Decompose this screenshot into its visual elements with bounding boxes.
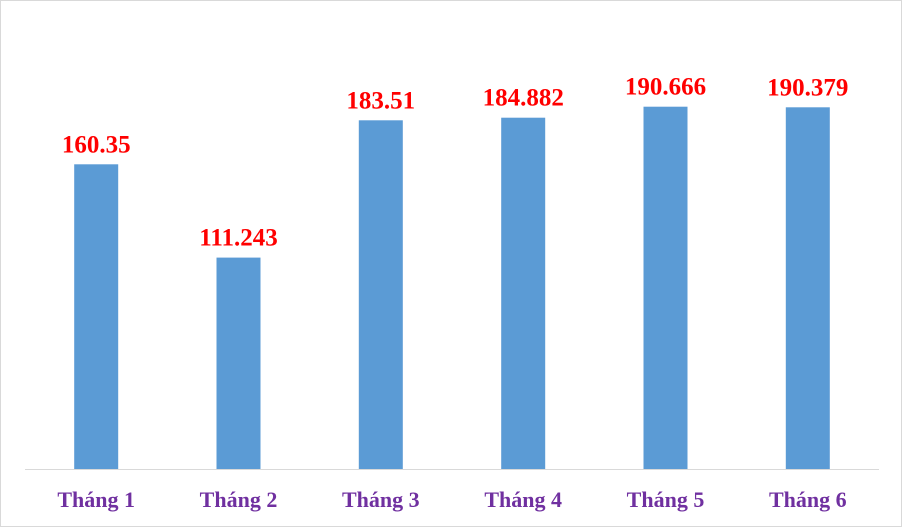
data-label-5: 190.666 bbox=[625, 74, 706, 101]
x-tick-label-3: Tháng 3 bbox=[342, 487, 420, 512]
data-label-group: 160.35 111.243 183.51 184.882 190.666 190.379 bbox=[62, 74, 849, 252]
x-tick-label-2: Tháng 2 bbox=[200, 487, 278, 512]
bar-5 bbox=[643, 106, 688, 469]
bar-1 bbox=[74, 164, 119, 470]
x-tick-label-group: Tháng 1 Tháng 2 Tháng 3 Tháng 4 Tháng 5 Tháng… bbox=[57, 487, 846, 512]
data-label-6: 190.379 bbox=[767, 74, 848, 101]
x-tick-label-6: Tháng 6 bbox=[769, 487, 847, 512]
bar-6 bbox=[785, 107, 830, 470]
x-tick-label-5: Tháng 5 bbox=[627, 487, 705, 512]
bar-2 bbox=[216, 257, 261, 469]
x-tick-label-4: Tháng 4 bbox=[484, 487, 562, 512]
bar-3 bbox=[358, 120, 403, 470]
data-label-2: 111.243 bbox=[199, 225, 278, 252]
data-label-3: 183.51 bbox=[346, 87, 415, 114]
bar-group bbox=[74, 106, 830, 470]
bar-4 bbox=[501, 117, 546, 469]
x-tick-label-1: Tháng 1 bbox=[57, 487, 135, 512]
data-label-1: 160.35 bbox=[62, 131, 131, 158]
data-label-4: 184.882 bbox=[483, 85, 564, 112]
